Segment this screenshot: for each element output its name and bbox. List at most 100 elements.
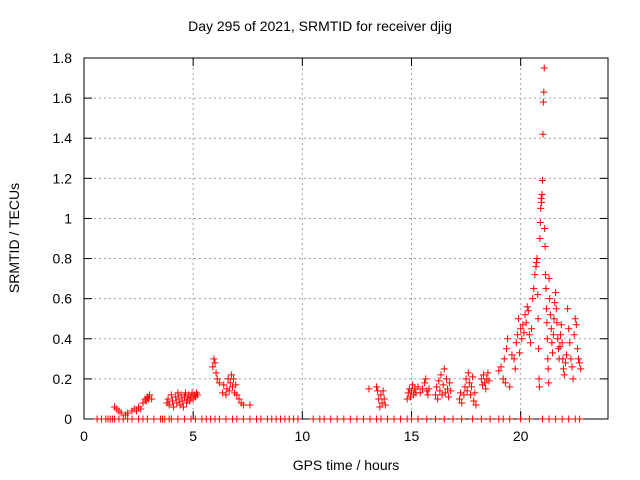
data-point [576, 415, 584, 423]
data-point [377, 391, 385, 399]
data-point [495, 367, 503, 375]
y-tick-label: 0.4 [53, 331, 73, 347]
data-points [93, 64, 585, 423]
data-point [170, 403, 178, 411]
data-point [544, 355, 552, 363]
x-tick-label: 10 [295, 428, 311, 444]
data-point [416, 389, 424, 397]
data-point [545, 415, 553, 423]
data-point [215, 379, 223, 387]
data-point [117, 409, 125, 417]
data-point [553, 319, 561, 327]
data-point [551, 299, 559, 307]
data-point [554, 335, 562, 343]
data-point [557, 331, 565, 339]
data-point [514, 315, 522, 323]
data-point [191, 415, 199, 423]
data-point [414, 383, 422, 391]
data-point [246, 415, 254, 423]
data-point [233, 415, 241, 423]
data-point [559, 365, 567, 373]
data-point [359, 415, 367, 423]
data-point [441, 389, 449, 397]
data-point [560, 371, 568, 379]
x-tick-label: 0 [80, 428, 88, 444]
data-point [128, 415, 136, 423]
data-point [233, 391, 241, 399]
data-point [576, 359, 584, 367]
data-point [421, 379, 429, 387]
data-point [143, 415, 151, 423]
data-point [552, 305, 560, 313]
data-point [563, 351, 571, 359]
data-point [499, 375, 507, 383]
data-point [294, 415, 302, 423]
data-point [536, 235, 544, 242]
data-point [510, 355, 518, 363]
data-point [418, 385, 426, 393]
data-point [436, 387, 444, 395]
data-point [469, 415, 477, 423]
data-point [445, 393, 453, 401]
data-point [179, 403, 187, 411]
data-point [540, 88, 548, 96]
data-point [497, 363, 505, 371]
data-point [499, 415, 507, 423]
data-point [542, 285, 550, 293]
data-point [544, 365, 552, 373]
axes-layer: 0 0.2 0.4 0.6 0.8 1 1.2 1.4 1.6 1.8 0 5 10 15 20 [53, 50, 609, 444]
data-point [460, 391, 468, 399]
data-point [230, 375, 238, 383]
data-point [571, 315, 579, 323]
data-point [530, 285, 538, 293]
data-point [561, 359, 569, 367]
data-point [257, 415, 265, 423]
data-point [569, 375, 577, 383]
data-point [456, 395, 464, 403]
data-point [567, 355, 575, 363]
data-point [380, 395, 388, 403]
data-point [520, 329, 528, 337]
data-point [446, 379, 454, 387]
data-point [346, 415, 354, 423]
data-point [517, 415, 525, 423]
data-point [232, 381, 240, 389]
data-point [541, 224, 549, 232]
data-point [540, 64, 548, 72]
data-point [542, 271, 550, 279]
x-tick-label: 20 [513, 428, 529, 444]
data-point [516, 349, 524, 357]
data-point [464, 369, 472, 377]
data-point [167, 391, 175, 399]
y-tick-label: 1.6 [53, 90, 73, 106]
data-point [340, 415, 348, 423]
data-point [532, 259, 540, 267]
data-point [471, 389, 479, 397]
data-point [148, 395, 156, 403]
data-point [425, 385, 433, 393]
data-point [511, 365, 519, 373]
data-point [558, 415, 566, 423]
data-point [556, 343, 564, 351]
data-point [146, 391, 153, 399]
data-point [545, 379, 553, 387]
data-point [423, 415, 431, 423]
plot-frame [83, 57, 609, 420]
data-point [539, 98, 547, 106]
data-point [523, 303, 531, 311]
data-point [470, 397, 478, 405]
data-point [539, 415, 546, 423]
data-point [462, 375, 470, 383]
data-point [213, 375, 221, 383]
data-point [484, 369, 492, 377]
data-point [408, 415, 415, 423]
data-point [512, 339, 520, 347]
data-point [565, 325, 573, 333]
data-point [365, 385, 373, 393]
data-point [568, 363, 576, 371]
data-point [194, 391, 202, 399]
data-point [220, 381, 228, 389]
data-point [449, 415, 457, 423]
data-point [465, 379, 473, 387]
